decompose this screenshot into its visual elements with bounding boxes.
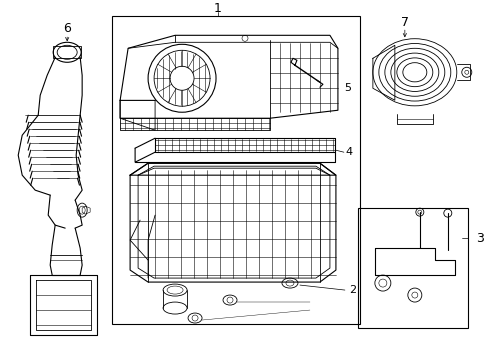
Text: 7: 7 — [400, 16, 408, 29]
Text: 4: 4 — [345, 147, 352, 157]
Bar — [112, 16, 359, 324]
Text: 3: 3 — [475, 231, 483, 244]
Text: 2: 2 — [348, 285, 356, 295]
Text: 6: 6 — [63, 22, 71, 35]
Text: 1: 1 — [214, 2, 222, 15]
Bar — [53, 46, 81, 58]
Bar — [357, 208, 467, 328]
Text: 5: 5 — [344, 83, 351, 93]
